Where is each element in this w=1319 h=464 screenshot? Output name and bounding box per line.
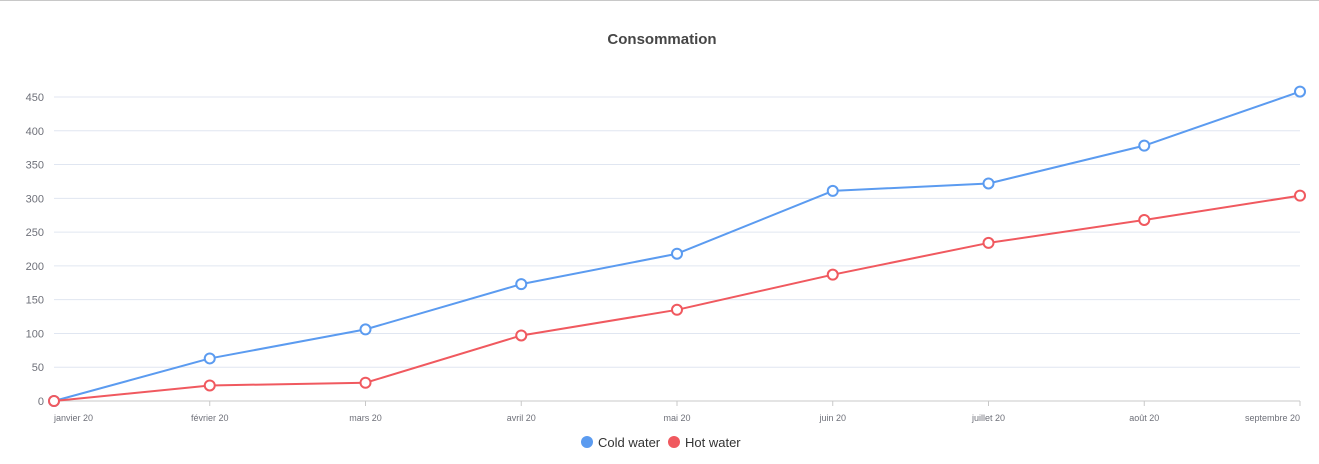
data-point-cold-water[interactable] xyxy=(982,177,995,190)
data-point-cold-water[interactable] xyxy=(671,247,683,260)
chart-title: Consommation xyxy=(607,31,716,48)
y-axis: 0 50 100 150 200 250 300 350 400 450 xyxy=(26,92,44,408)
y-tick-label: 50 xyxy=(32,362,44,374)
y-tick-label: 200 xyxy=(26,261,44,273)
x-axis: janvier 20 février 20 mars 20 avril 20 mai 2… xyxy=(53,400,1301,423)
legend-item-cold-water[interactable]: Cold water xyxy=(581,435,661,450)
data-point-cold-water[interactable] xyxy=(515,278,528,291)
data-point-cold-water[interactable] xyxy=(359,323,372,336)
x-tick-label: mai 20 xyxy=(663,413,690,423)
grid-lines xyxy=(54,96,1300,368)
data-point-hot-water[interactable] xyxy=(1138,213,1151,226)
y-tick-label: 450 xyxy=(26,92,44,104)
x-tick-label: avril 20 xyxy=(507,413,536,423)
data-point-cold-water[interactable] xyxy=(826,184,839,197)
legend-item-hot-water[interactable]: Hot water xyxy=(668,435,741,450)
data-point-hot-water[interactable] xyxy=(671,303,683,316)
legend-label: Hot water xyxy=(685,435,741,450)
data-point-cold-water[interactable] xyxy=(1138,139,1151,152)
data-point-hot-water[interactable] xyxy=(359,376,372,389)
data-point-hot-water[interactable] xyxy=(982,236,995,249)
y-tick-label: 400 xyxy=(26,126,44,138)
data-point-cold-water[interactable] xyxy=(1294,85,1306,98)
y-tick-label: 0 xyxy=(38,396,44,408)
data-point-hot-water[interactable] xyxy=(515,329,528,342)
legend-label: Cold water xyxy=(598,435,661,450)
data-point-cold-water[interactable] xyxy=(203,352,216,365)
legend[interactable]: Cold water Hot water xyxy=(581,435,741,450)
series-line-cold-water xyxy=(53,90,1301,402)
series-line-hot-water xyxy=(53,194,1301,402)
legend-marker xyxy=(581,436,593,448)
y-tick-label: 350 xyxy=(26,160,44,172)
top-border xyxy=(0,0,1319,1)
y-tick-label: 250 xyxy=(26,227,44,239)
x-tick-label: septembre 20 xyxy=(1245,413,1300,423)
x-tick-label: février 20 xyxy=(191,413,229,423)
data-point-hot-water[interactable] xyxy=(826,268,839,281)
y-tick-label: 300 xyxy=(26,193,44,205)
data-point-hot-water[interactable] xyxy=(48,395,60,407)
legend-marker xyxy=(668,436,680,448)
x-tick-label: janvier 20 xyxy=(53,413,93,423)
x-tick-label: juillet 20 xyxy=(971,413,1005,423)
y-tick-label: 100 xyxy=(26,328,44,340)
data-point-hot-water[interactable] xyxy=(1294,189,1306,202)
x-tick-label: mars 20 xyxy=(349,413,382,423)
x-tick-label: juin 20 xyxy=(818,413,846,423)
x-tick-label: août 20 xyxy=(1129,413,1159,423)
y-tick-label: 150 xyxy=(26,295,44,307)
series-layer xyxy=(48,85,1306,407)
data-point-hot-water[interactable] xyxy=(203,379,216,392)
